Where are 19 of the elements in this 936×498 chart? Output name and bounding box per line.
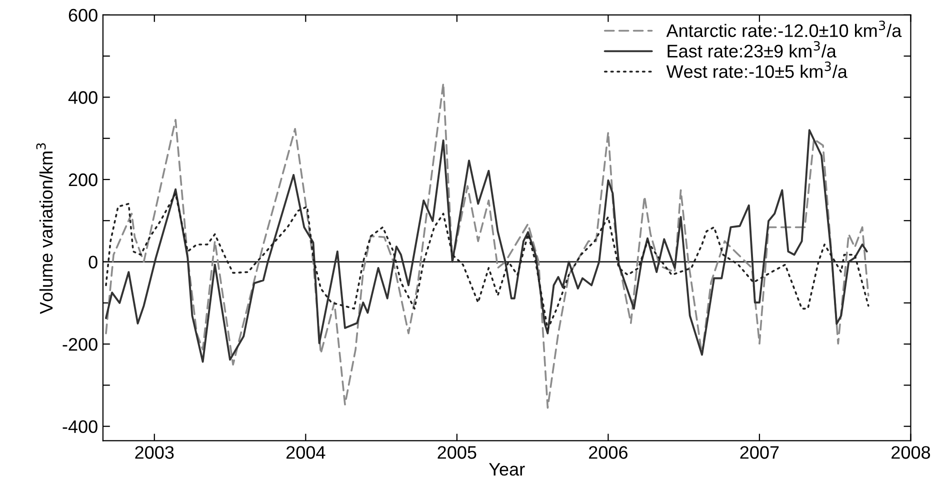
- legend-label: East rate:23±9 km$^{3}$/a: [668, 41, 836, 58]
- y-tick-label: -400: [62, 420, 98, 434]
- x-tick-label: 2004: [286, 446, 326, 459]
- x-axis-title: Year: [488, 463, 525, 476]
- y-tick-label: 0: [88, 256, 98, 268]
- line-series: [105, 129, 868, 363]
- x-tick-label: 2007: [740, 446, 779, 459]
- legend-label: Antarctic rate:-12.0±10 km$^{3}$/a: [666, 20, 902, 38]
- y-tick-label: 600: [68, 8, 98, 22]
- x-tick-label: 2005: [438, 446, 476, 459]
- y-tick-label: 200: [68, 173, 98, 186]
- y-tick-label: 400: [68, 91, 98, 104]
- x-tick-label: 2008: [892, 446, 930, 459]
- y-tick-label: -200: [62, 338, 98, 351]
- x-tick-label: 2006: [589, 446, 628, 459]
- y-axis-title: Volume variation/km$^{3}$: [36, 143, 53, 314]
- line-series: [105, 82, 870, 409]
- legend-label: West rate:-10±5 km$^{3}$/a: [666, 62, 848, 78]
- x-tick-label: 2003: [135, 446, 174, 459]
